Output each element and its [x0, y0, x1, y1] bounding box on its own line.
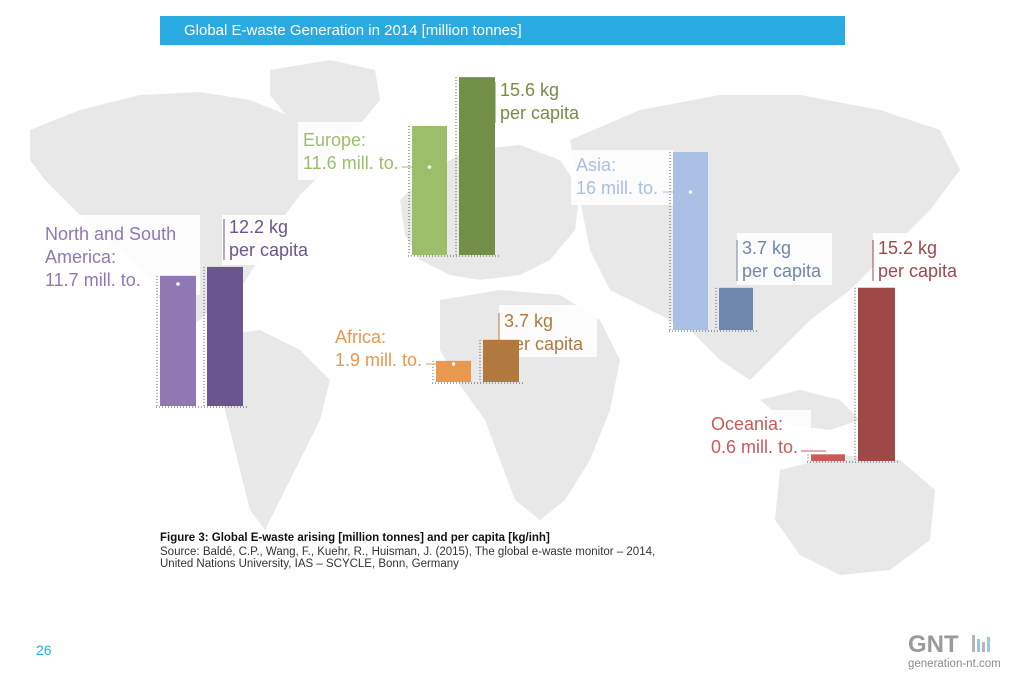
- africa-total-bar: [436, 360, 471, 382]
- asia-total-label-line: Asia:: [576, 155, 616, 175]
- oceania-per-capita-label-line: per capita: [878, 261, 958, 281]
- oceania-total-leader-dot: [826, 449, 830, 453]
- europe-total-leader-dot: [427, 165, 432, 169]
- africa-total-label-bg: [330, 320, 436, 375]
- asia-total-label-line: 16 mill. to.: [576, 178, 658, 198]
- oceania-per-capita-label-line: 15.2 kg: [878, 238, 937, 258]
- north-and-south-america-per-capita-label-bg: [222, 215, 322, 265]
- europe-total-label-line: Europe:: [303, 130, 366, 150]
- africa-total-label-line: Africa:: [335, 327, 386, 347]
- africa-per-capita-bar: [483, 339, 519, 382]
- asia-per-capita-label-bg: [737, 233, 832, 285]
- asia-total-leader-dot: [688, 190, 693, 194]
- north-and-south-america-per-capita-bar: [207, 266, 243, 406]
- oceania-total-label-line: 0.6 mill. to.: [711, 437, 798, 457]
- oceania-per-capita-bar: [858, 287, 895, 461]
- europe-per-capita-label-line: 15.6 kg: [500, 80, 559, 100]
- europe-total-label-bg: [298, 122, 412, 180]
- asia-per-capita-label-line: per capita: [742, 261, 822, 281]
- chart-layer: North and South America: 11.7 mill. to. 12.…: [40, 72, 973, 463]
- chart-title: Global E-waste Generation in 2014 [milli…: [160, 16, 845, 45]
- asia-total-bar: [673, 152, 708, 330]
- north-and-south-america-total-label-line: America:: [45, 247, 116, 267]
- europe-per-capita-bar: [459, 77, 495, 255]
- oceania-total-label-line: Oceania:: [711, 414, 783, 434]
- north-and-south-america-per-capita-label-line: 12.2 kg: [229, 217, 288, 237]
- africa-total-label-line: 1.9 mill. to.: [335, 350, 422, 370]
- africa-per-capita-label-line: 3.7 kg: [504, 311, 553, 331]
- figure-caption-title: Figure 3: Global E-waste arising [millio…: [160, 532, 550, 544]
- asia-total-label-bg: [571, 150, 673, 205]
- asia-per-capita-bar: [719, 287, 753, 330]
- north-and-south-america-total-bar: [160, 275, 196, 406]
- figure-source-line-1: Source: Baldé, C.P., Wang, F., Kuehr, R.…: [160, 546, 656, 558]
- gnt-logo-mark: GNT: [908, 631, 959, 658]
- asia-per-capita-label-line: 3.7 kg: [742, 238, 791, 258]
- north-and-south-america-total-label-line: 11.7 mill. to.: [45, 270, 141, 290]
- oceania-per-capita-label-bg: [873, 233, 973, 285]
- europe-total-label-line: 11.6 mill. to.: [303, 153, 399, 173]
- gnt-logo: GNT generation-nt.com: [908, 631, 1001, 670]
- figure-caption: Figure 3: Global E-waste arising [millio…: [160, 532, 760, 570]
- page-number: 26: [36, 642, 52, 658]
- europe-per-capita-label-line: per capita: [500, 103, 580, 123]
- north-and-south-america-total-leader-dot: [176, 282, 180, 286]
- oceania-total-bar: [811, 454, 845, 461]
- africa-total-leader-dot: [451, 362, 456, 366]
- europe-per-capita-label-bg: [495, 72, 595, 124]
- oceania-total-label-bg: [706, 410, 811, 462]
- north-and-south-america-per-capita-label-line: per capita: [229, 240, 309, 260]
- africa-per-capita-label-line: per capita: [504, 334, 584, 354]
- europe-total-bar: [412, 125, 447, 255]
- gnt-logo-url: generation-nt.com: [908, 658, 1001, 670]
- north-and-south-america-total-label-line: North and South: [45, 224, 176, 244]
- figure-source-line-2: United Nations University, IAS – SCYCLE,…: [160, 558, 459, 570]
